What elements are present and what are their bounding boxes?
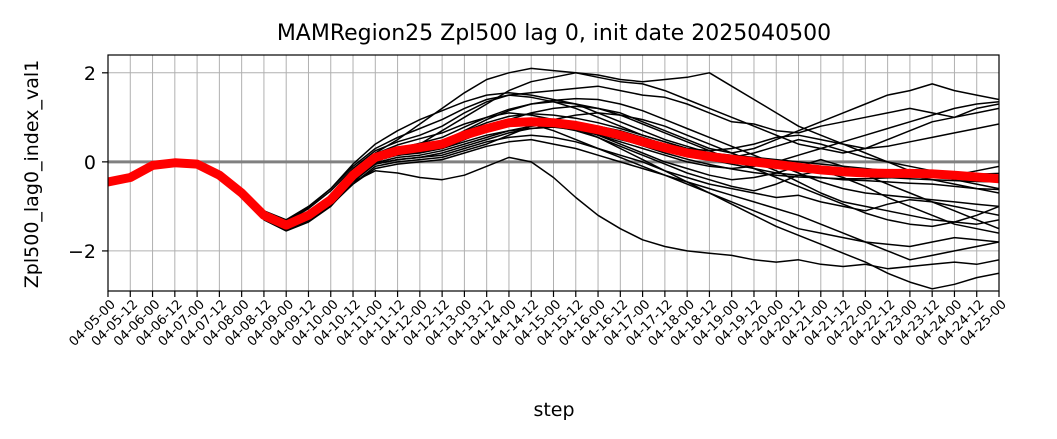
y-tick-label: −2 xyxy=(68,241,96,263)
y-tick-label: 0 xyxy=(84,152,96,174)
y-axis-ticks: −2 0 2 xyxy=(68,63,108,263)
y-tick-label: 2 xyxy=(84,63,96,85)
chart-title: MAMRegion25 Zpl500 lag 0, init date 2025… xyxy=(277,21,831,46)
y-axis-label: Zpl500_lag0_index_val1 xyxy=(21,60,43,288)
x-axis-label: step xyxy=(533,399,574,421)
ensemble-mean-line xyxy=(108,117,999,230)
ensemble-mean xyxy=(108,117,999,230)
